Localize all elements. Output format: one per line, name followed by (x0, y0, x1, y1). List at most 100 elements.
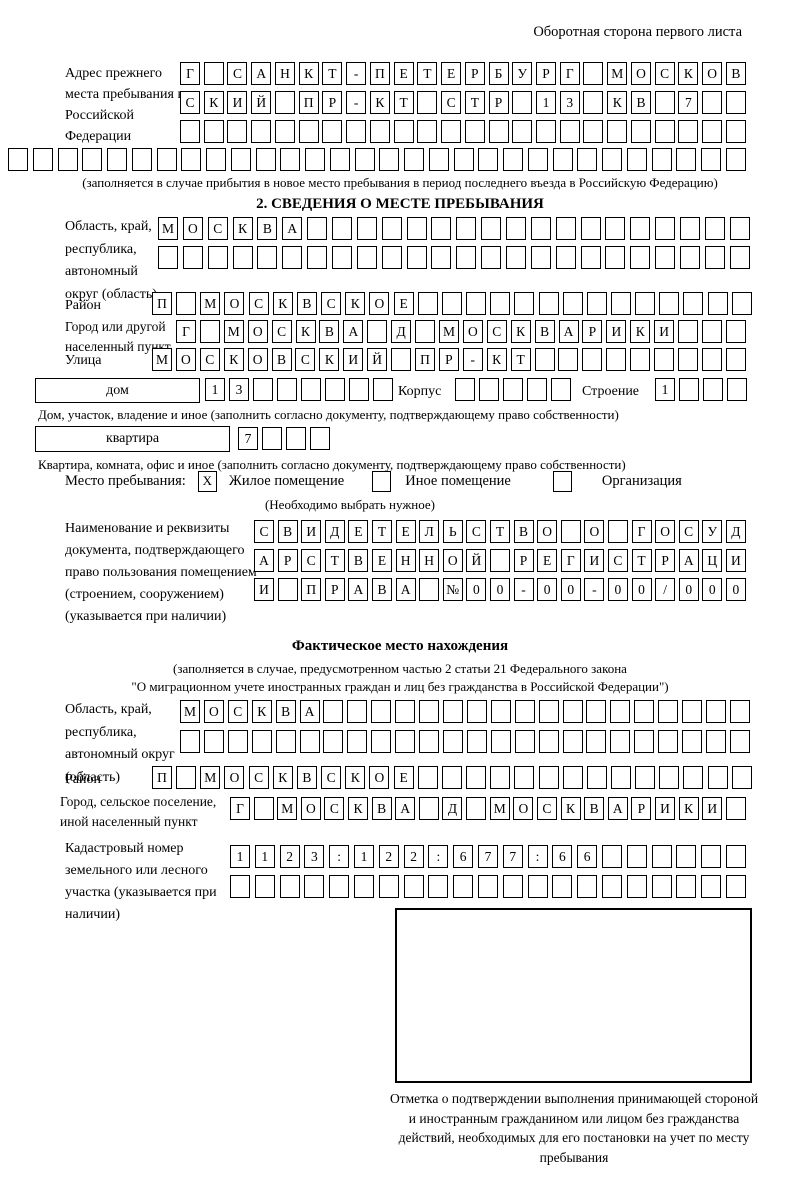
char-cell[interactable] (307, 246, 328, 269)
char-cell[interactable] (428, 148, 449, 171)
char-cell[interactable]: Б (488, 62, 509, 85)
char-cell[interactable]: П (152, 766, 172, 789)
char-cell[interactable] (605, 246, 626, 269)
char-cell[interactable] (379, 148, 400, 171)
char-cell[interactable]: К (369, 91, 390, 114)
char-cell[interactable] (503, 378, 523, 401)
char-cell[interactable] (538, 700, 559, 723)
char-cell[interactable] (536, 120, 557, 143)
char-cell[interactable]: С (301, 549, 322, 572)
char-cell[interactable]: 1 (655, 378, 675, 401)
char-cell[interactable] (378, 875, 399, 898)
char-cell[interactable]: Е (371, 549, 392, 572)
stay-type-checkbox-residential[interactable]: X (197, 470, 217, 492)
char-cell[interactable]: 7 (238, 427, 258, 450)
char-cell[interactable]: О (224, 766, 245, 789)
char-cell[interactable] (506, 217, 527, 240)
char-cell[interactable] (466, 700, 487, 723)
char-cell[interactable]: 3 (559, 91, 580, 114)
char-cell[interactable]: Г (559, 62, 580, 85)
char-cell[interactable]: - (513, 578, 534, 601)
char-cell[interactable] (415, 320, 436, 343)
char-cell[interactable]: О (369, 292, 390, 315)
char-cell[interactable] (680, 246, 701, 269)
char-cell[interactable] (305, 148, 325, 171)
char-cell[interactable]: Р (464, 62, 485, 85)
char-cell[interactable] (181, 148, 202, 171)
char-cell[interactable]: И (584, 549, 605, 572)
char-cell[interactable] (253, 797, 274, 820)
char-cell[interactable]: М (158, 217, 178, 240)
char-cell[interactable]: К (678, 62, 699, 85)
char-cell[interactable] (371, 730, 392, 753)
char-cell[interactable]: С (180, 91, 200, 114)
char-cell[interactable] (456, 217, 477, 240)
char-cell[interactable]: М (180, 700, 200, 723)
char-cell[interactable] (431, 246, 452, 269)
char-cell[interactable]: С (207, 217, 228, 240)
char-cell[interactable]: Д (442, 797, 463, 820)
char-cell[interactable] (586, 700, 607, 723)
char-cell[interactable]: К (295, 320, 316, 343)
char-cell[interactable]: О (247, 348, 268, 371)
char-cell[interactable] (180, 730, 200, 753)
char-cell[interactable]: И (654, 797, 675, 820)
char-cell[interactable] (634, 700, 655, 723)
char-cell[interactable] (280, 148, 301, 171)
char-cell[interactable]: А (348, 578, 369, 601)
char-cell[interactable] (630, 120, 651, 143)
char-cell[interactable] (489, 549, 510, 572)
char-cell[interactable]: С (536, 797, 557, 820)
apartment-box[interactable]: квартира (35, 426, 230, 452)
char-cell[interactable]: В (513, 520, 534, 543)
char-cell[interactable]: А (607, 797, 628, 820)
char-cell[interactable] (131, 148, 152, 171)
char-cell[interactable]: К (486, 348, 507, 371)
char-cell[interactable] (607, 520, 628, 543)
char-cell[interactable]: Д (725, 520, 746, 543)
char-cell[interactable]: У (512, 62, 533, 85)
char-cell[interactable] (506, 246, 527, 269)
char-cell[interactable]: 7 (477, 845, 498, 868)
char-cell[interactable]: В (584, 797, 605, 820)
char-cell[interactable]: 1 (254, 845, 275, 868)
char-cell[interactable]: О (537, 520, 558, 543)
char-cell[interactable]: Р (582, 320, 603, 343)
char-cell[interactable] (605, 217, 626, 240)
char-cell[interactable] (332, 217, 353, 240)
char-cell[interactable]: Р (488, 91, 509, 114)
char-cell[interactable]: К (560, 797, 581, 820)
char-cell[interactable] (626, 148, 647, 171)
char-cell[interactable]: : (527, 845, 548, 868)
char-cell[interactable]: В (534, 320, 555, 343)
char-cell[interactable] (676, 875, 697, 898)
char-cell[interactable] (725, 348, 746, 371)
char-cell[interactable] (490, 700, 511, 723)
char-cell[interactable]: 0 (607, 578, 628, 601)
char-cell[interactable]: Т (489, 520, 510, 543)
char-cell[interactable] (560, 520, 581, 543)
char-cell[interactable] (655, 246, 676, 269)
char-cell[interactable] (606, 348, 627, 371)
char-cell[interactable]: О (630, 62, 651, 85)
char-cell[interactable] (453, 148, 474, 171)
char-cell[interactable] (395, 730, 416, 753)
char-cell[interactable] (562, 700, 583, 723)
char-cell[interactable]: К (319, 348, 340, 371)
char-cell[interactable] (301, 378, 321, 401)
char-cell[interactable]: / (655, 578, 676, 601)
char-cell[interactable] (277, 578, 298, 601)
char-cell[interactable]: Г (560, 549, 581, 572)
char-cell[interactable] (514, 730, 535, 753)
char-cell[interactable]: - (462, 348, 483, 371)
char-cell[interactable] (731, 766, 752, 789)
stay-type-checkbox-other-premises[interactable] (372, 470, 392, 492)
char-cell[interactable] (676, 845, 697, 868)
char-cell[interactable] (626, 845, 647, 868)
char-cell[interactable] (156, 148, 177, 171)
char-cell[interactable] (307, 217, 328, 240)
char-cell[interactable]: Т (510, 348, 531, 371)
char-cell[interactable]: Н (274, 62, 295, 85)
char-cell[interactable] (680, 217, 701, 240)
char-cell[interactable]: Р (631, 797, 652, 820)
